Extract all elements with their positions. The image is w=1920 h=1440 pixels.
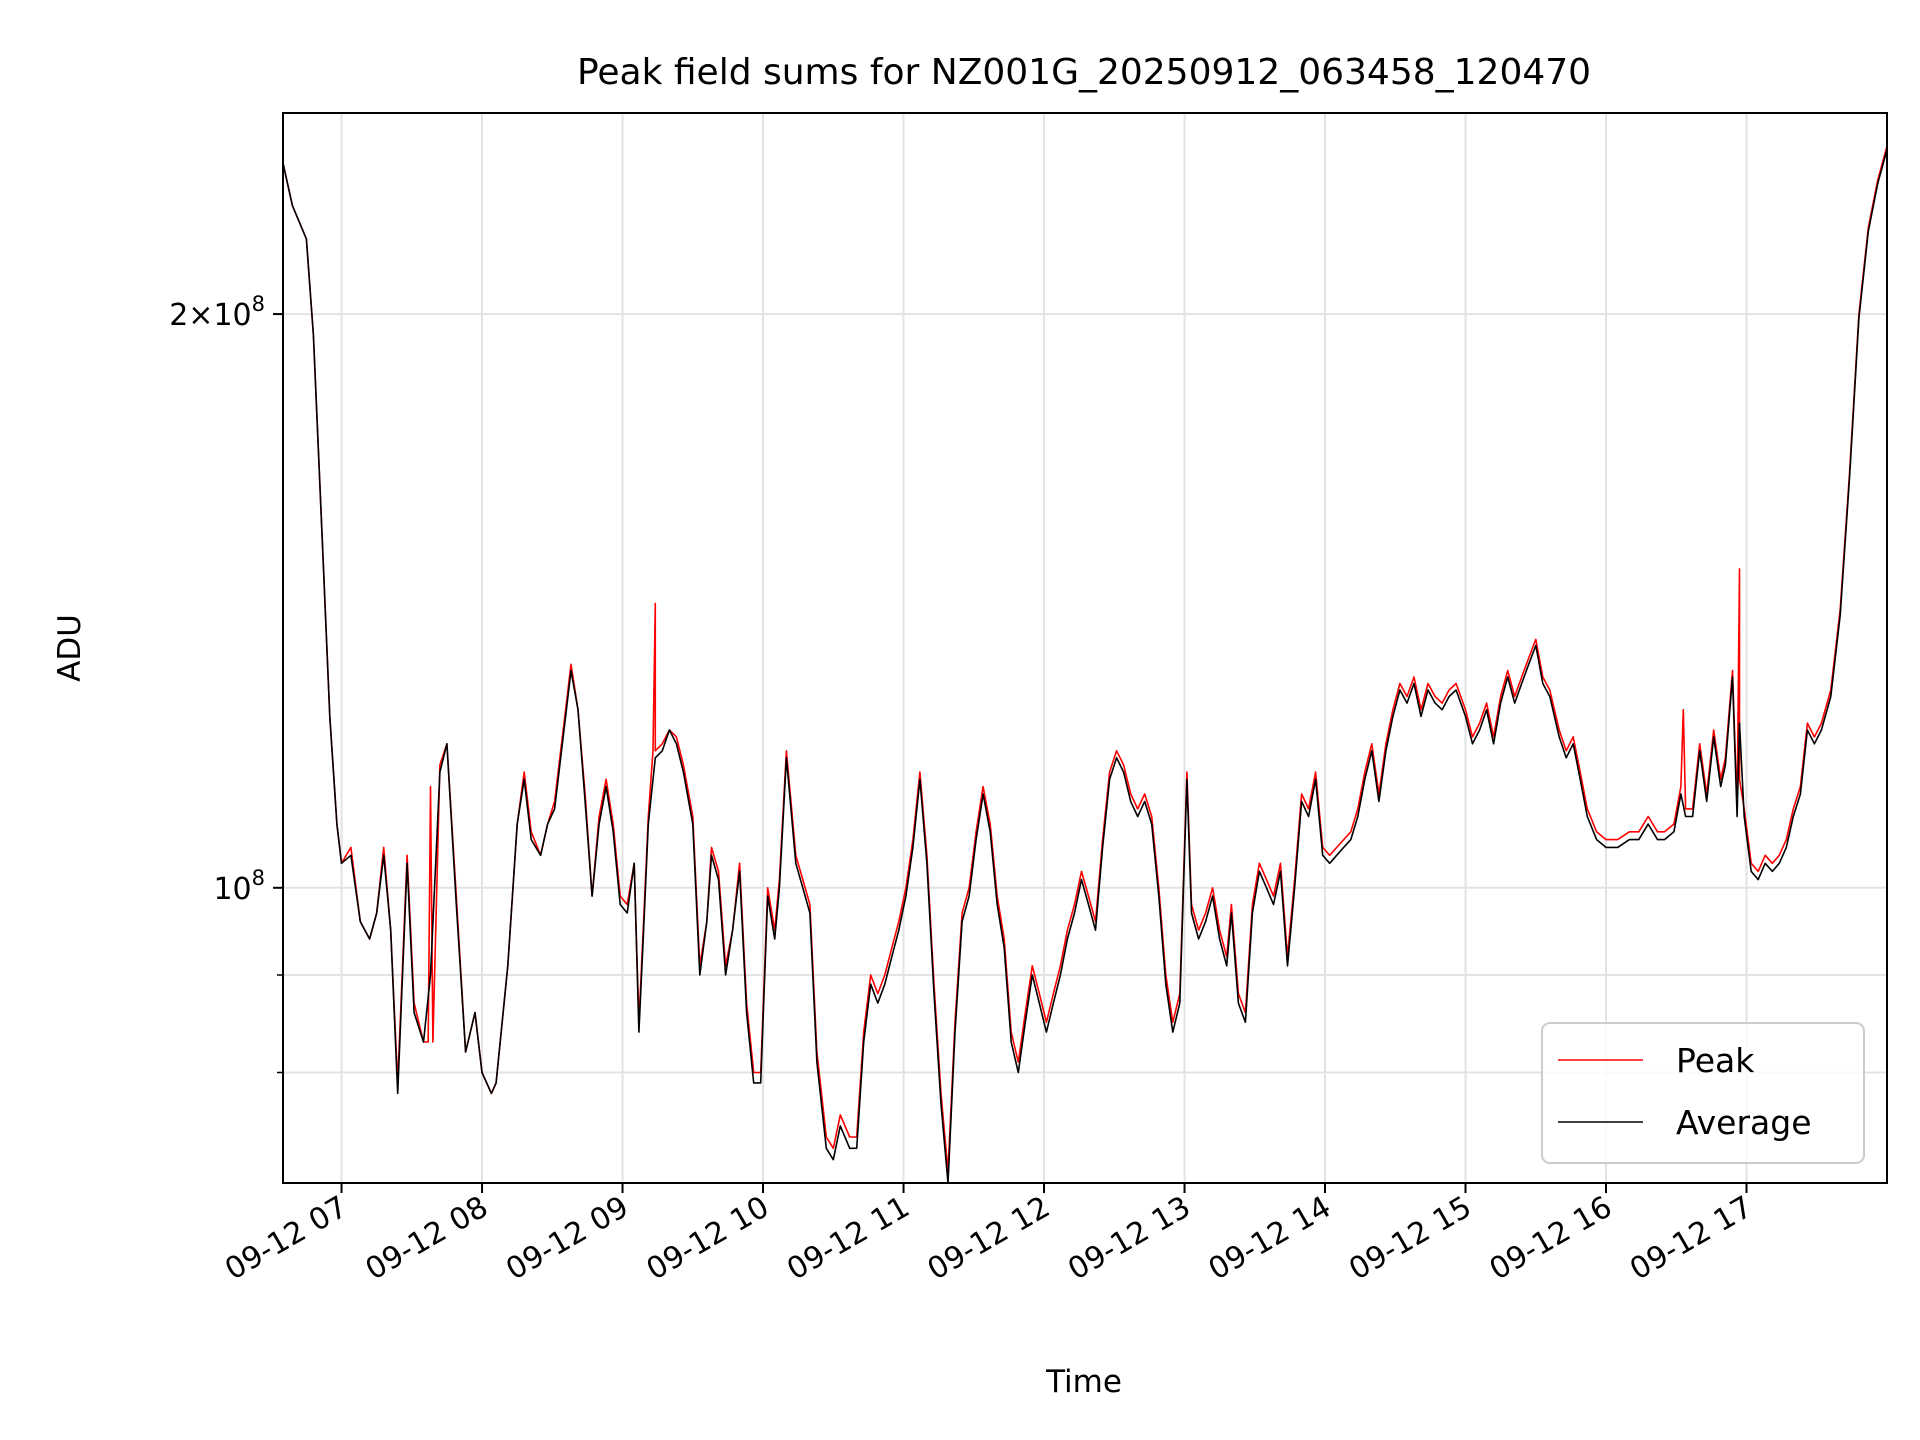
x-axis-label: Time [1045,1364,1122,1400]
y-axis-ticks: 108 2×108 [169,292,283,1074]
y-axis-label: ADU [52,614,88,682]
series-line-average [282,149,1888,1184]
chart-title: Peak field sums for NZ001G_20250912_0634… [577,52,1591,93]
legend: Peak Average [1541,1022,1865,1164]
y-tick-label: 2×108 [169,292,265,333]
legend-box [1541,1022,1865,1164]
plot-frame [282,112,1888,1184]
legend-peak-label: Peak [1676,1041,1755,1080]
legend-average-label: Average [1676,1103,1812,1142]
grid-layer [283,113,1887,1183]
series-layer [282,145,1888,1184]
y-tick-label: 108 [213,866,265,907]
